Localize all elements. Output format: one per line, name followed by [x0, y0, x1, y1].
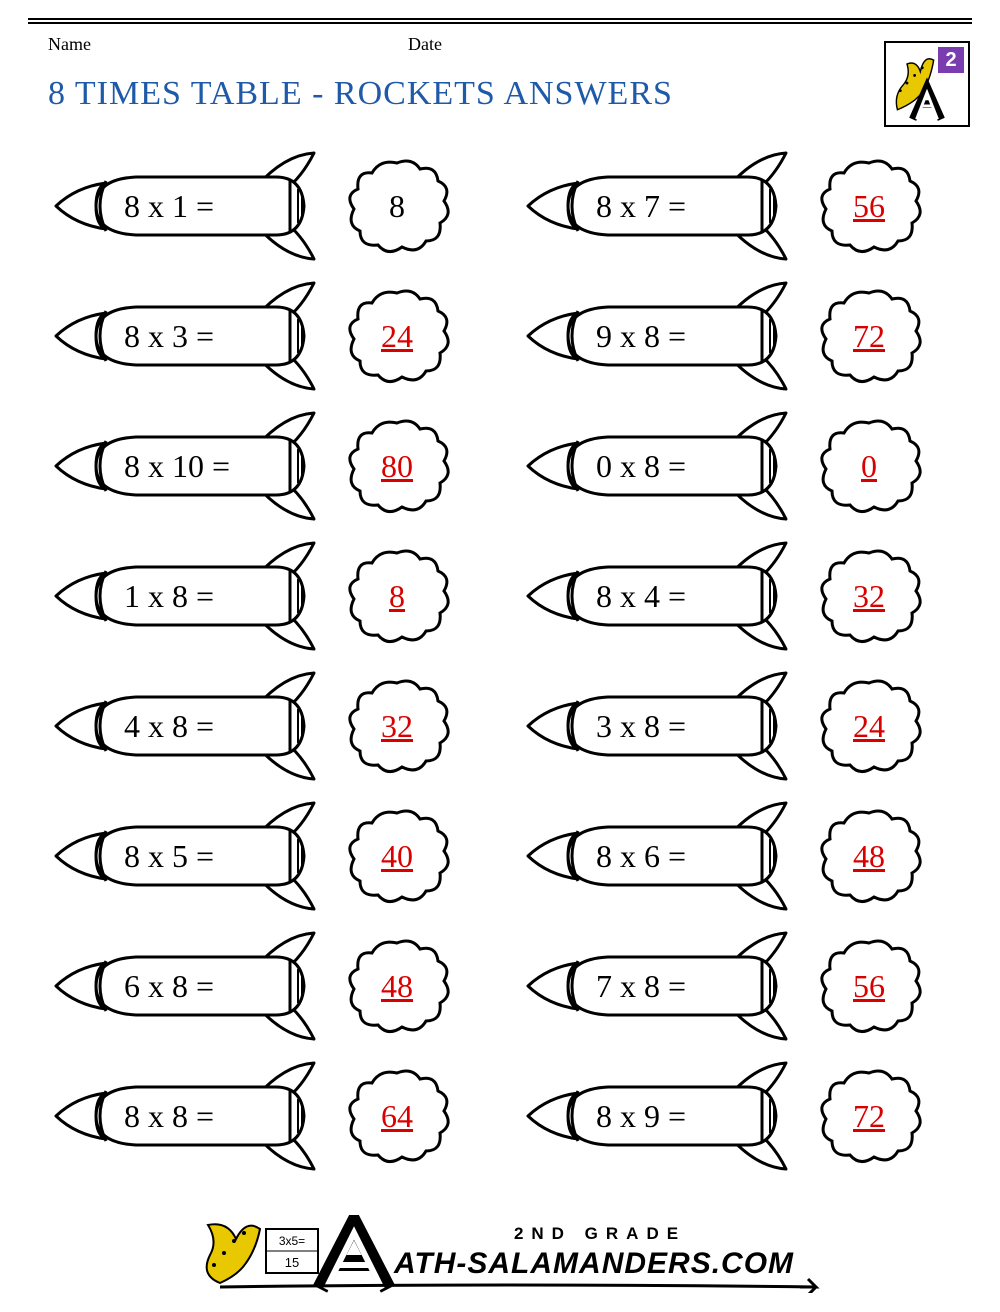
grade-number: 2	[938, 47, 964, 73]
answer-text: 48	[814, 801, 924, 911]
cloud-icon: 40	[342, 801, 452, 911]
problem-item: 8 x 5 = 40	[46, 797, 468, 915]
equation-text: 8 x 7 =	[596, 147, 766, 265]
problems-grid: 8 x 1 = 8 8 x 7 = 56	[0, 127, 1000, 1185]
footer: 3x5= 15 2ND GRADE ATH-SALAMANDERS.COM	[0, 1215, 1000, 1298]
equation-text: 8 x 3 =	[124, 277, 294, 395]
answer-text: 64	[342, 1061, 452, 1171]
equation-text: 9 x 8 =	[596, 277, 766, 395]
answer-text: 24	[342, 281, 452, 391]
answer-text: 0	[814, 411, 924, 521]
title-row: 8 TIMES TABLE - ROCKETS ANSWERS 2	[0, 55, 1000, 127]
rocket-icon: 1 x 8 =	[46, 537, 336, 655]
cloud-icon: 0	[814, 411, 924, 521]
cloud-icon: 80	[342, 411, 452, 521]
name-label: Name	[48, 34, 408, 55]
footer-line2: ATH-SALAMANDERS.COM	[393, 1247, 794, 1280]
rocket-icon: 7 x 8 =	[518, 927, 808, 1045]
rocket-icon: 8 x 5 =	[46, 797, 336, 915]
answer-text: 8	[342, 541, 452, 651]
equation-text: 6 x 8 =	[124, 927, 294, 1045]
cloud-icon: 72	[814, 281, 924, 391]
equation-text: 8 x 9 =	[596, 1057, 766, 1175]
equation-text: 4 x 8 =	[124, 667, 294, 785]
answer-text: 56	[814, 151, 924, 261]
answer-text: 8	[342, 151, 452, 261]
equation-text: 8 x 1 =	[124, 147, 294, 265]
cloud-icon: 24	[814, 671, 924, 781]
equation-text: 8 x 6 =	[596, 797, 766, 915]
footer-logo-icon: 3x5= 15 2ND GRADE ATH-SALAMANDERS.COM	[180, 1215, 820, 1293]
svg-text:15: 15	[285, 1255, 299, 1270]
header-row: Name Date	[0, 30, 1000, 55]
problem-item: 4 x 8 = 32	[46, 667, 468, 785]
answer-text: 32	[342, 671, 452, 781]
problem-item: 8 x 6 = 48	[518, 797, 940, 915]
answer-text: 72	[814, 1061, 924, 1171]
rocket-icon: 6 x 8 =	[46, 927, 336, 1045]
answer-text: 48	[342, 931, 452, 1041]
cloud-icon: 72	[814, 1061, 924, 1171]
equation-text: 8 x 4 =	[596, 537, 766, 655]
worksheet-page: Name Date 8 TIMES TABLE - ROCKETS ANSWER…	[0, 18, 1000, 1312]
cloud-icon: 24	[342, 281, 452, 391]
problem-item: 8 x 1 = 8	[46, 147, 468, 265]
cloud-icon: 48	[342, 931, 452, 1041]
cloud-icon: 32	[814, 541, 924, 651]
problem-item: 8 x 3 = 24	[46, 277, 468, 395]
answer-text: 80	[342, 411, 452, 521]
answer-text: 56	[814, 931, 924, 1041]
cloud-icon: 56	[814, 931, 924, 1041]
equation-text: 8 x 8 =	[124, 1057, 294, 1175]
equation-text: 8 x 5 =	[124, 797, 294, 915]
problem-item: 3 x 8 = 24	[518, 667, 940, 785]
footer-line1: 2ND GRADE	[514, 1224, 686, 1243]
problem-item: 1 x 8 = 8	[46, 537, 468, 655]
equation-text: 8 x 10 =	[124, 407, 294, 525]
date-label: Date	[408, 34, 442, 55]
rocket-icon: 8 x 6 =	[518, 797, 808, 915]
problem-item: 8 x 9 = 72	[518, 1057, 940, 1175]
top-rule	[28, 18, 972, 24]
cloud-icon: 48	[814, 801, 924, 911]
rocket-icon: 8 x 9 =	[518, 1057, 808, 1175]
problem-item: 6 x 8 = 48	[46, 927, 468, 1045]
rocket-icon: 9 x 8 =	[518, 277, 808, 395]
answer-text: 24	[814, 671, 924, 781]
rocket-icon: 8 x 1 =	[46, 147, 336, 265]
rocket-icon: 8 x 10 =	[46, 407, 336, 525]
problem-item: 9 x 8 = 72	[518, 277, 940, 395]
rocket-icon: 4 x 8 =	[46, 667, 336, 785]
cloud-icon: 8	[342, 151, 452, 261]
cloud-icon: 32	[342, 671, 452, 781]
page-title: 8 TIMES TABLE - ROCKETS ANSWERS	[48, 75, 884, 113]
equation-text: 7 x 8 =	[596, 927, 766, 1045]
problem-item: 0 x 8 = 0	[518, 407, 940, 525]
cloud-icon: 56	[814, 151, 924, 261]
cloud-icon: 8	[342, 541, 452, 651]
rocket-icon: 8 x 4 =	[518, 537, 808, 655]
answer-text: 40	[342, 801, 452, 911]
problem-item: 7 x 8 = 56	[518, 927, 940, 1045]
answer-text: 32	[814, 541, 924, 651]
problem-item: 8 x 4 = 32	[518, 537, 940, 655]
equation-text: 1 x 8 =	[124, 537, 294, 655]
equation-text: 3 x 8 =	[596, 667, 766, 785]
problem-item: 8 x 7 = 56	[518, 147, 940, 265]
answer-text: 72	[814, 281, 924, 391]
logo-badge: 2	[884, 41, 970, 127]
rocket-icon: 8 x 7 =	[518, 147, 808, 265]
equation-text: 0 x 8 =	[596, 407, 766, 525]
problem-item: 8 x 8 = 64	[46, 1057, 468, 1175]
rocket-icon: 8 x 8 =	[46, 1057, 336, 1175]
rocket-icon: 0 x 8 =	[518, 407, 808, 525]
cloud-icon: 64	[342, 1061, 452, 1171]
problem-item: 8 x 10 = 80	[46, 407, 468, 525]
rocket-icon: 8 x 3 =	[46, 277, 336, 395]
rocket-icon: 3 x 8 =	[518, 667, 808, 785]
svg-text:3x5=: 3x5=	[279, 1234, 305, 1248]
